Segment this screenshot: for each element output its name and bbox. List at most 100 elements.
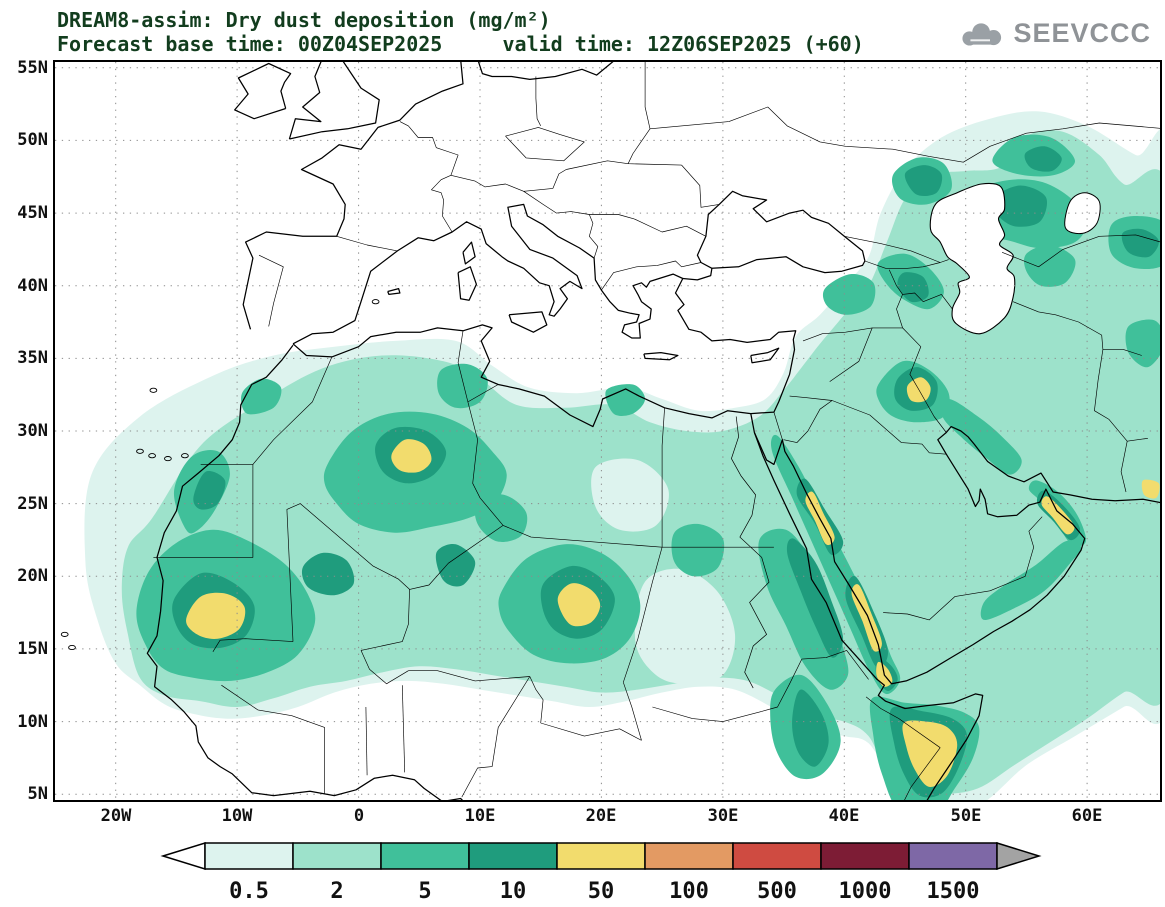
dust-fill-region: [980, 540, 1082, 620]
country-border: [467, 384, 504, 526]
colorbar-segment: [292, 842, 382, 870]
dust-fill-region: [240, 378, 282, 415]
colorbar-under-arrow: [160, 841, 206, 871]
country-border: [505, 127, 585, 143]
colorbar-tick-label: 0.5: [229, 879, 269, 904]
dust-fill-region: [897, 272, 929, 303]
coastline: [682, 268, 713, 281]
longitude-tick-label: 20W: [100, 806, 132, 826]
longitude-tick-label: 10E: [464, 806, 496, 826]
country-border: [502, 525, 663, 548]
latitude-tick-label: 15N: [17, 639, 48, 659]
dust-fill-region: [992, 185, 1048, 227]
dust-fill-region: [786, 538, 844, 658]
country-border: [336, 235, 398, 252]
dust-fill-region: [941, 399, 1022, 475]
country-border: [365, 706, 368, 776]
country-border: [221, 684, 325, 728]
coastline: [146, 344, 464, 800]
latitude-tick-label: 5N: [27, 784, 48, 804]
country-border: [844, 235, 949, 263]
dust-fill-region: [1141, 479, 1160, 499]
country-border: [783, 400, 833, 443]
coastline: [750, 413, 756, 433]
coastline: [234, 62, 292, 120]
dust-fill-region: [591, 458, 669, 532]
country-border: [523, 191, 599, 259]
coastline: [508, 311, 548, 333]
country-border: [431, 175, 453, 233]
country-border: [566, 160, 682, 170]
country-border: [802, 327, 903, 342]
latitude-tick-label: 45N: [17, 203, 48, 223]
country-border: [661, 407, 665, 548]
dust-fill-region: [1023, 244, 1076, 287]
country-border: [461, 676, 531, 798]
coastline: [289, 62, 380, 140]
colorbar-segment: [204, 842, 294, 870]
latitude-tick-label: 20N: [17, 566, 48, 586]
colorbar-tick-label: 2: [330, 879, 343, 904]
coastline: [753, 425, 1160, 685]
colorbar-segment: [380, 842, 470, 870]
dust-fill-region: [435, 544, 476, 587]
coastline: [387, 287, 401, 296]
caspian-sea: [929, 182, 1016, 335]
latitude-tick-label: 55N: [17, 58, 48, 78]
country-border: [634, 218, 707, 237]
latitude-tick-label: 25N: [17, 494, 48, 514]
seevccc-logo: SEEVCCC: [958, 18, 1151, 49]
coastline: [462, 241, 476, 265]
longitude-tick-label: 40E: [828, 806, 860, 826]
country-border: [212, 638, 294, 652]
dust-fill-region: [1041, 496, 1075, 535]
dust-fill-region: [1125, 319, 1160, 368]
latitude-tick-label: 35N: [17, 348, 48, 368]
country-border: [589, 214, 635, 220]
country-border: [1001, 234, 1160, 268]
latitude-tick-label: 40N: [17, 276, 48, 296]
colorbar-tick-label: 5: [418, 879, 431, 904]
island: [136, 448, 144, 454]
chart-title: DREAM8-assim: Dry dust deposition (mg/m²…: [57, 8, 551, 32]
country-border: [529, 676, 544, 724]
country-border: [652, 706, 762, 722]
country-border: [773, 412, 783, 440]
country-border: [286, 503, 301, 642]
island: [164, 456, 172, 462]
country-border: [1094, 349, 1148, 442]
country-border: [252, 356, 333, 465]
coastline: [457, 266, 478, 301]
longitude-tick-label: 20E: [585, 806, 617, 826]
dust-fill-region: [605, 384, 646, 416]
country-border: [360, 589, 410, 651]
colorbar-segment: [644, 842, 734, 870]
colorbar-segment: [908, 842, 998, 870]
coastline: [696, 190, 866, 274]
dust-fill-region: [758, 528, 849, 690]
dust-fill-region: [1121, 228, 1159, 258]
longitude-tick-label: 10W: [221, 806, 253, 826]
country-border: [622, 682, 642, 741]
country-border: [622, 547, 663, 683]
country-border: [153, 464, 254, 558]
dust-fill-region: [1024, 146, 1062, 172]
country-border: [1120, 441, 1128, 493]
dust-fill-region: [822, 273, 876, 315]
island: [148, 453, 156, 459]
country-border: [450, 169, 567, 192]
colorbar-tick-label: 1500: [927, 879, 980, 904]
map-plot-area: [53, 60, 1162, 802]
country-border: [1012, 301, 1142, 356]
dust-fill-region: [634, 568, 736, 684]
country-border: [789, 395, 833, 401]
colorbar-segment: [732, 842, 822, 870]
colorbar-tick-label: 500: [757, 879, 797, 904]
colorbar-tick-label: 50: [588, 879, 615, 904]
colorbar-segment: [468, 842, 558, 870]
coastline: [292, 203, 797, 428]
coastline: [750, 347, 780, 364]
country-border: [258, 254, 284, 327]
country-border: [904, 747, 941, 800]
island: [371, 299, 380, 305]
